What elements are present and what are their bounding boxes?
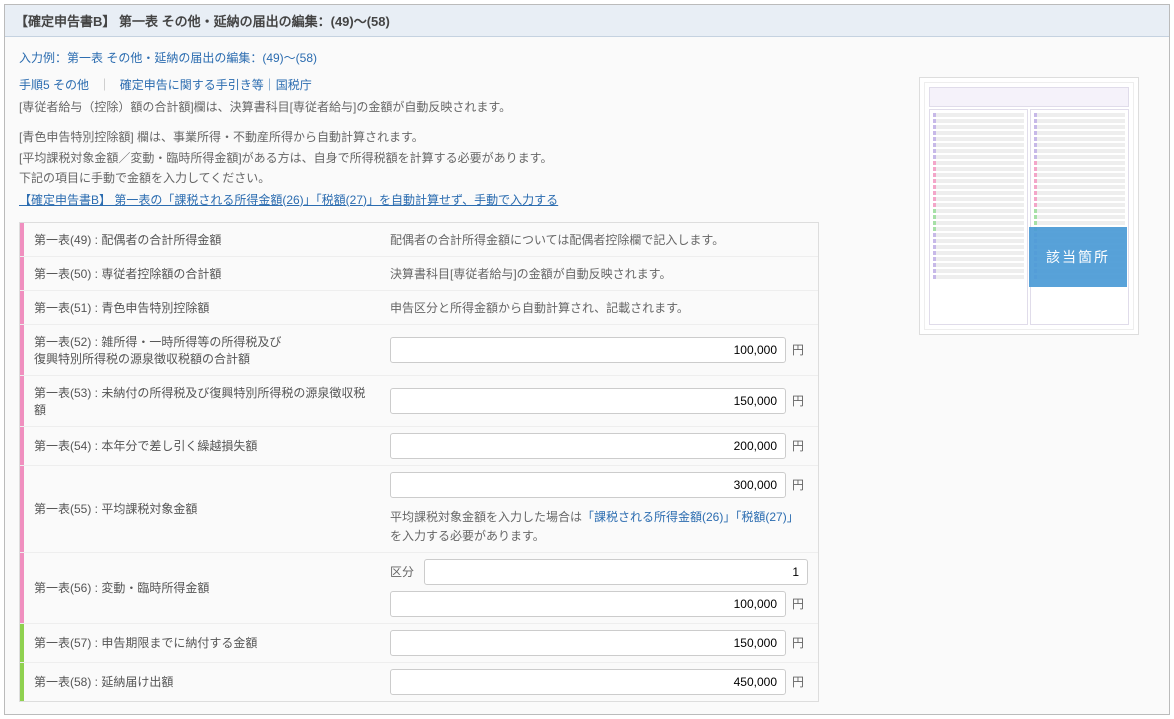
row-54: 第一表(54) : 本年分で差し引く繰越損失額 円 <box>20 427 818 466</box>
row-49-value: 配偶者の合計所得金額については配偶者控除欄で記入します。 <box>380 223 818 256</box>
row-54-value: 円 <box>380 427 818 465</box>
unit: 円 <box>792 673 808 690</box>
separator: ｜ <box>98 78 110 92</box>
row-57-input[interactable] <box>390 630 786 656</box>
row-52: 第一表(52) : 雑所得・一時所得等の所得税及び 復興特別所得税の源泉徴収税額… <box>20 325 818 376</box>
row-56-input[interactable] <box>390 591 786 617</box>
row-51: 第一表(51) : 青色申告特別控除額 申告区分と所得金額から自動計算され、記載… <box>20 291 818 325</box>
row-55-value: 円 平均課税対象金額を入力した場合は「課税される所得金額(26)」「税額(27)… <box>380 466 818 552</box>
row-56-kubun-input[interactable] <box>424 559 808 585</box>
row-51-label: 第一表(51) : 青色申告特別控除額 <box>20 291 380 324</box>
row-53-input[interactable] <box>390 388 786 414</box>
panel-header: 【確定申告書B】 第一表 その他・延納の届出の編集：(49)〜(58) <box>5 5 1169 37</box>
row-56-label: 第一表(56) : 変動・臨時所得金額 <box>20 553 380 623</box>
guide-link[interactable]: 確定申告に関する手引き等｜国税庁 <box>120 78 312 92</box>
unit: 円 <box>792 595 808 612</box>
step-link[interactable]: 手順5 その他 <box>19 78 89 92</box>
row-55-label: 第一表(55) : 平均課税対象金額 <box>20 466 380 552</box>
row-50: 第一表(50) : 専従者控除額の合計額 決算書科目[専従者給与]の金額が自動反… <box>20 257 818 291</box>
row-55-note-link[interactable]: 「課税される所得金額(26)」「税額(27)」 <box>582 510 799 524</box>
row-57: 第一表(57) : 申告期限までに納付する金額 円 <box>20 624 818 663</box>
unit: 円 <box>792 476 808 493</box>
example-link[interactable]: 入力例：第一表 その他・延納の届出の編集：(49)〜(58) <box>19 49 317 66</box>
row-55-input[interactable] <box>390 472 786 498</box>
row-58-value: 円 <box>380 663 818 701</box>
row-56-kubun-label: 区分 <box>390 563 418 580</box>
row-55: 第一表(55) : 平均課税対象金額 円 平均課税対象金額を入力した場合は「課税… <box>20 466 818 553</box>
row-56-value: 区分 円 <box>380 553 818 623</box>
row-54-label: 第一表(54) : 本年分で差し引く繰越損失額 <box>20 427 380 465</box>
row-53-label: 第一表(53) : 未納付の所得税及び復興特別所得税の源泉徴収税額 <box>20 376 380 426</box>
row-58-label: 第一表(58) : 延納届け出額 <box>20 663 380 701</box>
unit: 円 <box>792 341 808 358</box>
unit: 円 <box>792 437 808 454</box>
panel-body: 入力例：第一表 その他・延納の届出の編集：(49)〜(58) 手順5 その他 ｜… <box>5 37 1169 714</box>
form-thumbnail: 該当箇所 <box>919 77 1139 335</box>
row-53-value: 円 <box>380 376 818 426</box>
unit: 円 <box>792 634 808 651</box>
row-53: 第一表(53) : 未納付の所得税及び復興特別所得税の源泉徴収税額 円 <box>20 376 818 427</box>
row-51-value: 申告区分と所得金額から自動計算され、記載されます。 <box>380 291 818 324</box>
row-52-value: 円 <box>380 325 818 375</box>
row-54-input[interactable] <box>390 433 786 459</box>
row-50-label: 第一表(50) : 専従者控除額の合計額 <box>20 257 380 290</box>
thumbnail-overlay: 該当箇所 <box>1029 227 1127 287</box>
manual-input-link[interactable]: 【確定申告書B】 第一表の「課税される所得金額(26)」「税額(27)」を自動計… <box>19 191 558 208</box>
row-52-input[interactable] <box>390 337 786 363</box>
row-58: 第一表(58) : 延納届け出額 円 <box>20 663 818 701</box>
panel: 【確定申告書B】 第一表 その他・延納の届出の編集：(49)〜(58) 入力例：… <box>4 4 1170 715</box>
row-57-label: 第一表(57) : 申告期限までに納付する金額 <box>20 624 380 662</box>
unit: 円 <box>792 392 808 409</box>
row-58-input[interactable] <box>390 669 786 695</box>
row-57-value: 円 <box>380 624 818 662</box>
row-50-value: 決算書科目[専従者給与]の金額が自動反映されます。 <box>380 257 818 290</box>
row-52-label: 第一表(52) : 雑所得・一時所得等の所得税及び 復興特別所得税の源泉徴収税額… <box>20 325 380 375</box>
row-49: 第一表(49) : 配偶者の合計所得金額 配偶者の合計所得金額については配偶者控… <box>20 223 818 257</box>
row-56: 第一表(56) : 変動・臨時所得金額 区分 円 <box>20 553 818 624</box>
row-49-label: 第一表(49) : 配偶者の合計所得金額 <box>20 223 380 256</box>
form-table: 第一表(49) : 配偶者の合計所得金額 配偶者の合計所得金額については配偶者控… <box>19 222 819 702</box>
row-55-note: 平均課税対象金額を入力した場合は「課税される所得金額(26)」「税額(27)」を… <box>390 508 808 546</box>
